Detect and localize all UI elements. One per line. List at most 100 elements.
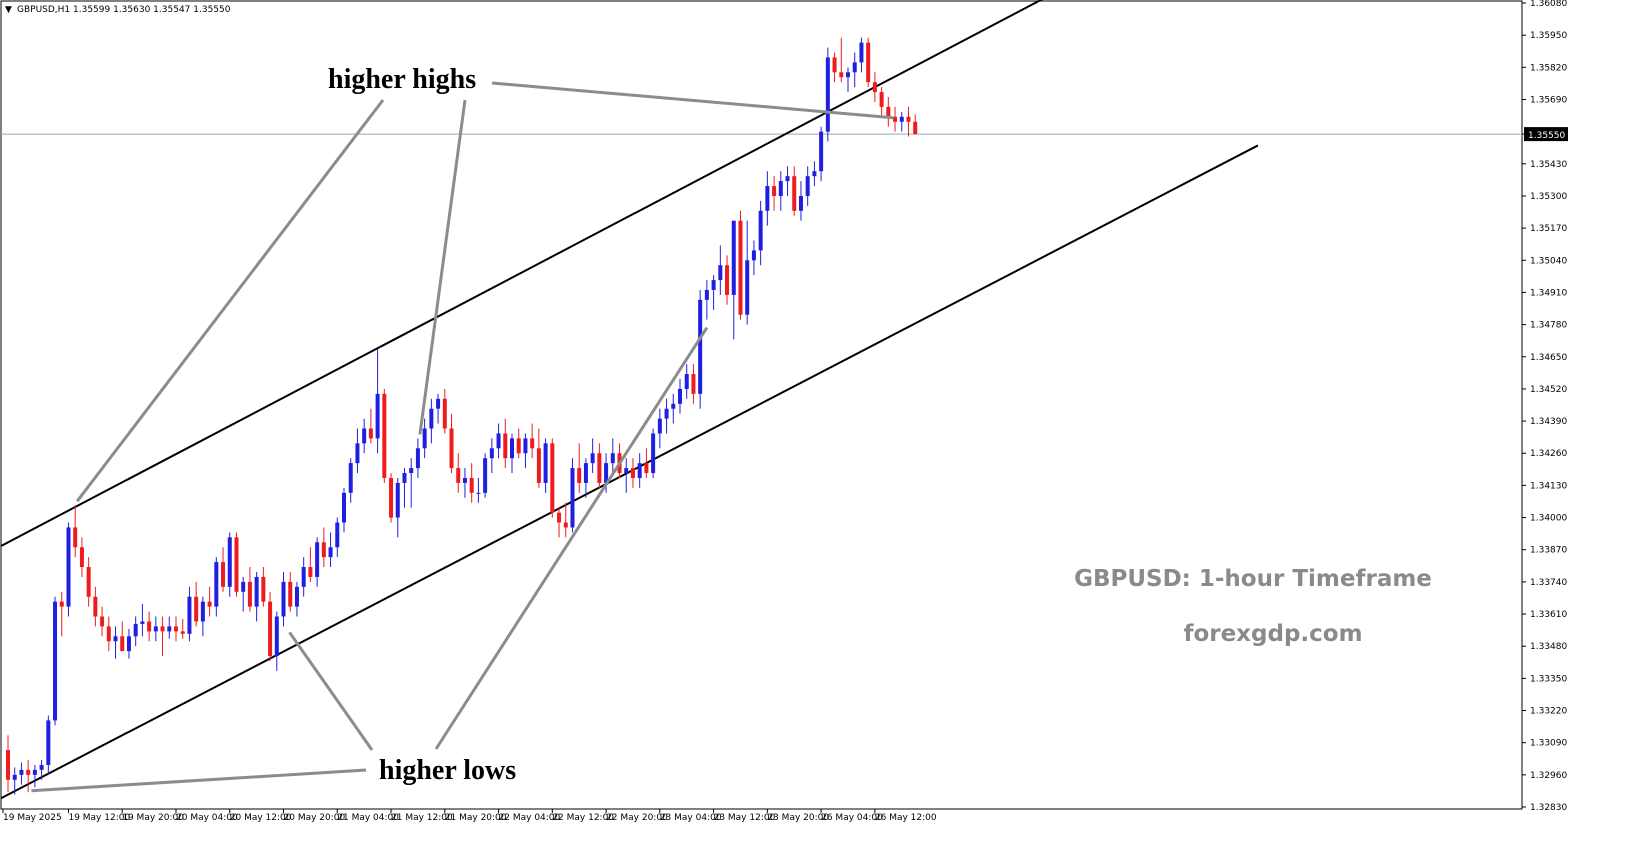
candle: [852, 52, 857, 88]
y-tick-label: 1.35300: [1530, 192, 1567, 202]
candle-body: [718, 265, 723, 281]
candle: [79, 537, 84, 577]
candle: [93, 586, 98, 627]
candle: [846, 67, 850, 93]
candle: [227, 532, 232, 597]
candle: [839, 37, 844, 83]
pointer-high-3: [491, 81, 894, 120]
candle: [362, 418, 367, 454]
candle-body: [53, 601, 58, 721]
candle-body: [469, 477, 474, 493]
candle: [402, 468, 407, 508]
candle: [651, 428, 656, 478]
candle-body: [604, 463, 609, 483]
candle-body: [301, 567, 306, 587]
candle: [207, 586, 212, 617]
candle: [785, 166, 790, 196]
candle-body: [839, 72, 844, 78]
candle: [698, 289, 703, 409]
candle: [872, 72, 877, 102]
candle-body: [200, 601, 205, 622]
candle-body: [113, 636, 118, 642]
candle-body: [79, 547, 84, 568]
candle-body: [93, 596, 98, 617]
candle: [583, 458, 588, 498]
candle-body: [557, 512, 562, 523]
candle: [348, 458, 353, 503]
candle-body: [489, 448, 494, 459]
candle: [577, 443, 582, 493]
candle-body: [583, 463, 588, 483]
candle: [812, 161, 817, 187]
candle-body: [355, 443, 360, 464]
candle-body: [704, 289, 709, 300]
candle-body: [496, 433, 501, 449]
candle-body: [725, 265, 730, 295]
x-tick-label: 23 May 12:00: [714, 813, 776, 823]
y-tick-label: 1.35820: [1530, 63, 1567, 73]
y-tick-label: 1.34520: [1530, 385, 1567, 395]
candle-body: [167, 626, 172, 632]
candle: [530, 423, 535, 459]
x-tick-label: 21 May 20:00: [445, 813, 507, 823]
candle: [630, 458, 635, 488]
candle: [6, 735, 10, 793]
candle: [516, 428, 521, 459]
candle: [294, 581, 299, 617]
candle-body: [516, 438, 521, 454]
candle: [321, 527, 326, 568]
candle: [200, 596, 205, 637]
candle-body: [19, 769, 24, 775]
y-tick-label: 1.32830: [1530, 803, 1567, 813]
candle: [765, 171, 770, 226]
candle-body: [772, 186, 777, 196]
candle: [657, 408, 662, 449]
candle: [510, 433, 514, 474]
candle: [415, 438, 420, 478]
candle: [523, 433, 528, 469]
channel-upper-line: [0, 0, 1043, 547]
y-tick-label: 1.33870: [1530, 546, 1567, 556]
y-tick-label: 1.32960: [1530, 771, 1567, 781]
x-tick-label: 22 May 04:00: [499, 813, 561, 823]
candle-body: [234, 537, 239, 592]
y-tick-label: 1.33090: [1530, 739, 1567, 749]
candle: [160, 616, 165, 657]
candle-body: [651, 433, 656, 474]
candle: [449, 413, 454, 474]
candle: [624, 458, 629, 493]
pointer-high-1: [76, 99, 385, 503]
candle-body: [328, 547, 333, 558]
candle-body: [765, 186, 770, 211]
candle: [664, 398, 669, 434]
candle-body: [852, 62, 857, 73]
pointer-high-2: [418, 99, 467, 435]
candle-body: [194, 596, 199, 622]
candle: [758, 200, 763, 266]
candle-body: [241, 581, 246, 592]
candle-body: [657, 418, 662, 434]
y-tick-label: 1.34780: [1530, 321, 1567, 331]
x-tick-label: 23 May 20:00: [767, 813, 829, 823]
candle: [234, 532, 239, 597]
candle-body: [462, 477, 467, 483]
y-tick-label: 1.35170: [1530, 224, 1567, 234]
watermark-site: forexgdp.com: [1183, 621, 1362, 647]
candle-body: [46, 720, 51, 765]
candle-body: [308, 567, 313, 577]
x-tick-label: 21 May 12:00: [391, 813, 453, 823]
candle: [133, 616, 138, 647]
candle: [772, 176, 777, 211]
candle-body: [227, 537, 232, 587]
current-price-label: 1.35550: [1528, 131, 1565, 141]
x-tick-label: 26 May 12:00: [875, 813, 937, 823]
dropdown-icon[interactable]: ▼: [5, 5, 12, 15]
candle-body: [819, 131, 824, 172]
candle-body: [375, 393, 380, 439]
candle-body: [745, 260, 750, 315]
candle: [429, 398, 434, 444]
candle-body: [133, 623, 138, 637]
candle-body: [39, 764, 44, 770]
